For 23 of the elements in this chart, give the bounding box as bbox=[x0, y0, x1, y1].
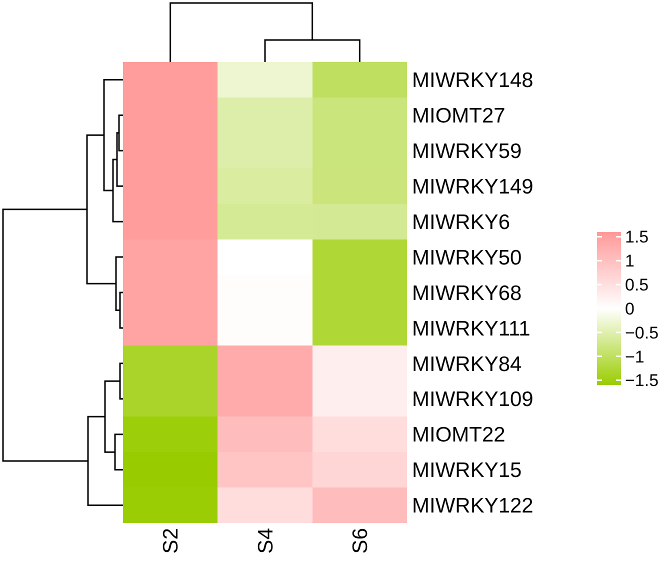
color-bar-label: 0 bbox=[625, 299, 634, 318]
color-bar-label: −1 bbox=[625, 347, 644, 366]
y-tick-label: MIWRKY109 bbox=[412, 388, 534, 412]
y-tick-label: MIWRKY149 bbox=[412, 175, 534, 198]
y-tick-label: MIWRKY59 bbox=[412, 140, 522, 164]
y-tick-label: MIOMT27 bbox=[412, 104, 506, 128]
y-tick-label: MIWRKY6 bbox=[412, 210, 510, 234]
y-tick-label: MIOMT22 bbox=[412, 424, 506, 447]
color-bar-label: 1.5 bbox=[625, 228, 649, 247]
y-tick-label: MIWRKY84 bbox=[412, 352, 522, 376]
y-tick-label: MIWRKY68 bbox=[412, 282, 522, 305]
y-tick-label: MIWRKY15 bbox=[412, 459, 522, 482]
y-tick-label: MIWRKY111 bbox=[412, 317, 530, 340]
x-tick-label: S4 bbox=[254, 528, 278, 554]
x-tick-label: S6 bbox=[349, 528, 372, 554]
y-tick-label: MIWRKY122 bbox=[412, 494, 534, 518]
y-tick-label: MIWRKY148 bbox=[412, 69, 534, 92]
color-bar-label: 0.5 bbox=[625, 276, 649, 295]
color-bar-label: −0.5 bbox=[625, 323, 659, 342]
y-tick-label: MIWRKY50 bbox=[412, 246, 522, 270]
x-tick-label: S2 bbox=[160, 528, 183, 554]
color-bar-label: 1 bbox=[625, 252, 634, 271]
color-bar-label: −1.5 bbox=[625, 371, 659, 390]
